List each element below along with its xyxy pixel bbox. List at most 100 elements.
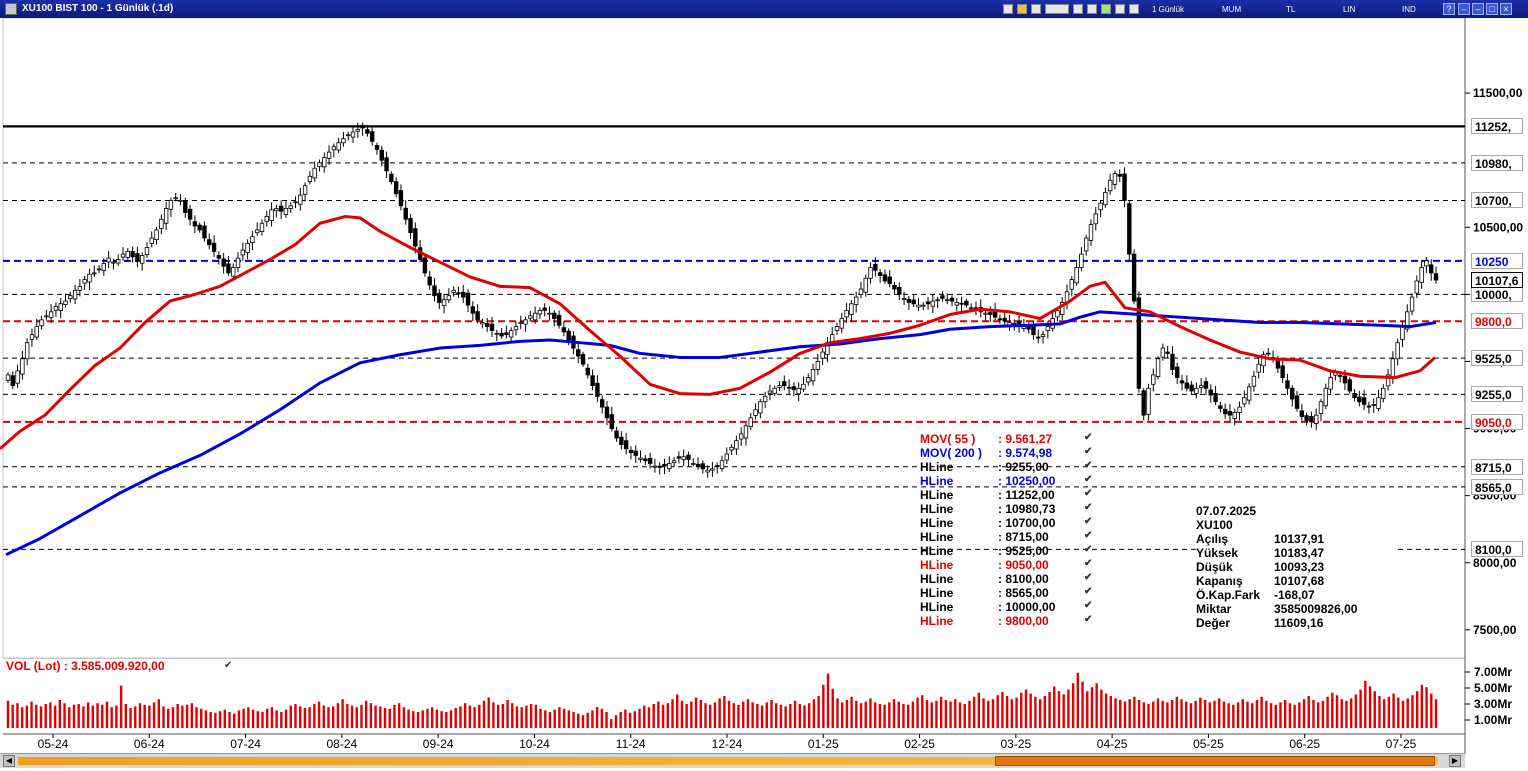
candle: [590, 369, 595, 391]
toolbar-icon[interactable]: [1031, 4, 1041, 14]
volume-bar: [647, 707, 651, 728]
check-icon[interactable]: ✔: [1084, 530, 1093, 541]
grid-icon[interactable]: [1073, 4, 1083, 14]
restore-button[interactable]: –: [1472, 3, 1484, 15]
candle: [1246, 383, 1252, 405]
volume-bar: [742, 701, 745, 728]
volume-bar: [605, 712, 608, 728]
candle: [168, 197, 174, 218]
candle: [374, 142, 380, 155]
candle: [1318, 398, 1324, 422]
volume-bar: [1109, 696, 1113, 728]
candle: [710, 461, 715, 477]
candle: [1218, 401, 1223, 413]
candle: [1040, 330, 1046, 344]
scroll-thumb[interactable]: [995, 756, 1435, 766]
check-icon[interactable]: ✔: [1084, 544, 1093, 555]
drawing-icon[interactable]: [1017, 4, 1027, 14]
candle: [149, 231, 154, 248]
candle: [1232, 408, 1237, 426]
check-icon[interactable]: ✔: [1084, 446, 1093, 457]
volume-bar: [1382, 699, 1386, 728]
scroll-left-icon[interactable]: ◀: [3, 755, 15, 767]
candle: [1294, 390, 1300, 412]
check-icon[interactable]: ✔: [1084, 572, 1093, 583]
check-icon[interactable]: ✔: [1084, 586, 1093, 597]
volume-check-icon[interactable]: ✔: [224, 660, 233, 671]
volume-bar: [35, 704, 38, 728]
candle: [858, 281, 864, 299]
volume-bar: [317, 701, 321, 728]
volume-bar: [1128, 699, 1131, 728]
check-icon[interactable]: ✔: [1084, 460, 1093, 471]
volume-panel[interactable]: 7.00Mr 5.00Mr 3.00Mr 1.00Mr 05-24 06-24 07-24…: [0, 658, 1528, 754]
candle: [480, 318, 485, 329]
volume-bar: [247, 707, 250, 728]
volume-bar: [53, 705, 57, 728]
candle: [523, 316, 528, 332]
scroll-track[interactable]: [18, 757, 1438, 765]
crosshair-icon[interactable]: [1115, 4, 1125, 14]
layout-icon[interactable]: [1045, 4, 1069, 14]
volume-bar: [807, 703, 811, 728]
volume-bar: [987, 700, 990, 728]
check-icon[interactable]: ✔: [1084, 600, 1093, 611]
volume-bar: [864, 701, 867, 728]
price-chart[interactable]: 11500,0010500,0010000,009500,009000,0085…: [0, 18, 1528, 658]
candle: [508, 327, 514, 342]
scale-selector[interactable]: LIN: [1343, 5, 1356, 14]
candle: [384, 151, 389, 179]
legend-value: : 9525,00: [998, 544, 1049, 558]
check-icon[interactable]: ✔: [1084, 432, 1093, 443]
volume-bar: [525, 705, 528, 728]
horizontal-scrollbar[interactable]: ◀ ▶: [0, 753, 1465, 768]
info-symbol: XU100: [1196, 518, 1233, 532]
currency-selector[interactable]: TL: [1286, 5, 1296, 14]
volume-bar: [336, 703, 340, 728]
check-icon[interactable]: ✔: [1084, 502, 1093, 513]
volume-bar: [581, 715, 585, 728]
candle: [1323, 383, 1328, 410]
volume-bar: [256, 711, 259, 728]
check-icon[interactable]: ✔: [1084, 516, 1093, 527]
scroll-right-icon[interactable]: ▶: [1449, 755, 1461, 767]
volume-bar: [1302, 699, 1306, 728]
legend-name: HLine: [920, 544, 954, 558]
check-icon[interactable]: ✔: [1084, 558, 1093, 569]
chart-type-icon[interactable]: [1003, 4, 1013, 14]
candle: [609, 406, 614, 432]
volume-bar: [1029, 693, 1032, 728]
candle: [207, 233, 212, 250]
candle-selector[interactable]: MUM: [1222, 5, 1242, 14]
candle: [1371, 398, 1376, 413]
check-icon[interactable]: ✔: [1084, 474, 1093, 485]
check-icon[interactable]: ✔: [1084, 488, 1093, 499]
candle: [1299, 404, 1305, 421]
maximize-button[interactable]: □: [1486, 3, 1498, 15]
check-icon[interactable]: ✔: [1084, 614, 1093, 625]
volume-bar: [115, 705, 118, 728]
help-icon[interactable]: ?: [1443, 3, 1455, 15]
candle: [44, 309, 49, 321]
volume-bar: [1213, 700, 1216, 728]
candle: [691, 458, 696, 467]
volume-bar: [350, 705, 354, 728]
indicator-selector[interactable]: IND: [1402, 5, 1416, 14]
volume-bar: [242, 708, 245, 728]
candle: [1079, 247, 1084, 272]
volume-bar: [1260, 696, 1263, 728]
candle: [379, 145, 384, 167]
x-tick-label: 05-24: [38, 737, 69, 751]
volume-bar: [270, 707, 274, 728]
volume-bar: [1316, 702, 1320, 728]
candle: [532, 306, 538, 324]
volume-bar: [511, 703, 514, 728]
settings-icon[interactable]: [1129, 4, 1139, 14]
volume-bar: [534, 704, 538, 728]
period-selector[interactable]: 1 Günlük: [1152, 5, 1185, 14]
zoom-icon[interactable]: [1087, 4, 1097, 14]
minimize-button[interactable]: –: [1458, 3, 1470, 15]
pencil-icon[interactable]: [1101, 4, 1111, 14]
close-button[interactable]: ×: [1500, 3, 1512, 15]
hline-price-tag: 8715,0: [1471, 458, 1523, 475]
